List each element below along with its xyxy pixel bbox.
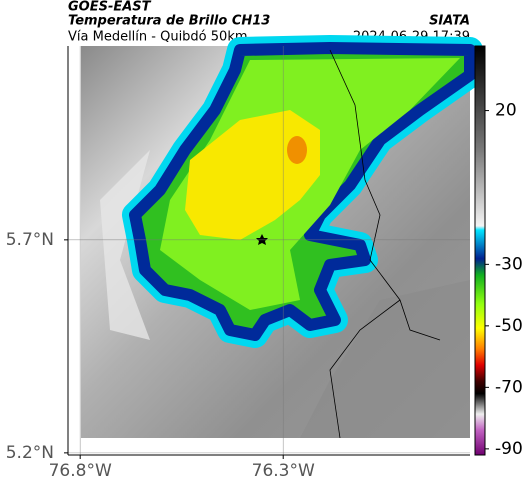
- colorbar-tick-label: -70: [495, 377, 523, 397]
- station-star: [256, 234, 268, 245]
- colorbar-tick-label: -50: [495, 316, 523, 336]
- storm-peak: [287, 136, 307, 164]
- title: Temperatura de Brillo CH13: [68, 14, 270, 29]
- storm-core: [185, 110, 320, 240]
- lat-tick-label: 5.7°N: [6, 230, 54, 250]
- cloud-light: [100, 150, 150, 340]
- organization: SIATA: [429, 14, 470, 29]
- cloud-dark: [300, 280, 470, 438]
- colorbar-tick-label: 20: [495, 101, 517, 121]
- lat-tick-label: 5.2°N: [6, 443, 54, 463]
- lon-tick-label: 76.3°W: [252, 461, 315, 481]
- source: GOES-EAST: [68, 0, 152, 15]
- subtitle: Vía Medellín - Quibdó 50km: [68, 30, 248, 45]
- lon-tick-label: 76.8°W: [49, 461, 112, 481]
- colorbar-tick-label: -30: [495, 254, 523, 274]
- satellite-image: [81, 35, 483, 439]
- boundary: [329, 49, 441, 439]
- colorbar-tick-label: -90: [495, 439, 523, 459]
- colorbar: [474, 45, 486, 456]
